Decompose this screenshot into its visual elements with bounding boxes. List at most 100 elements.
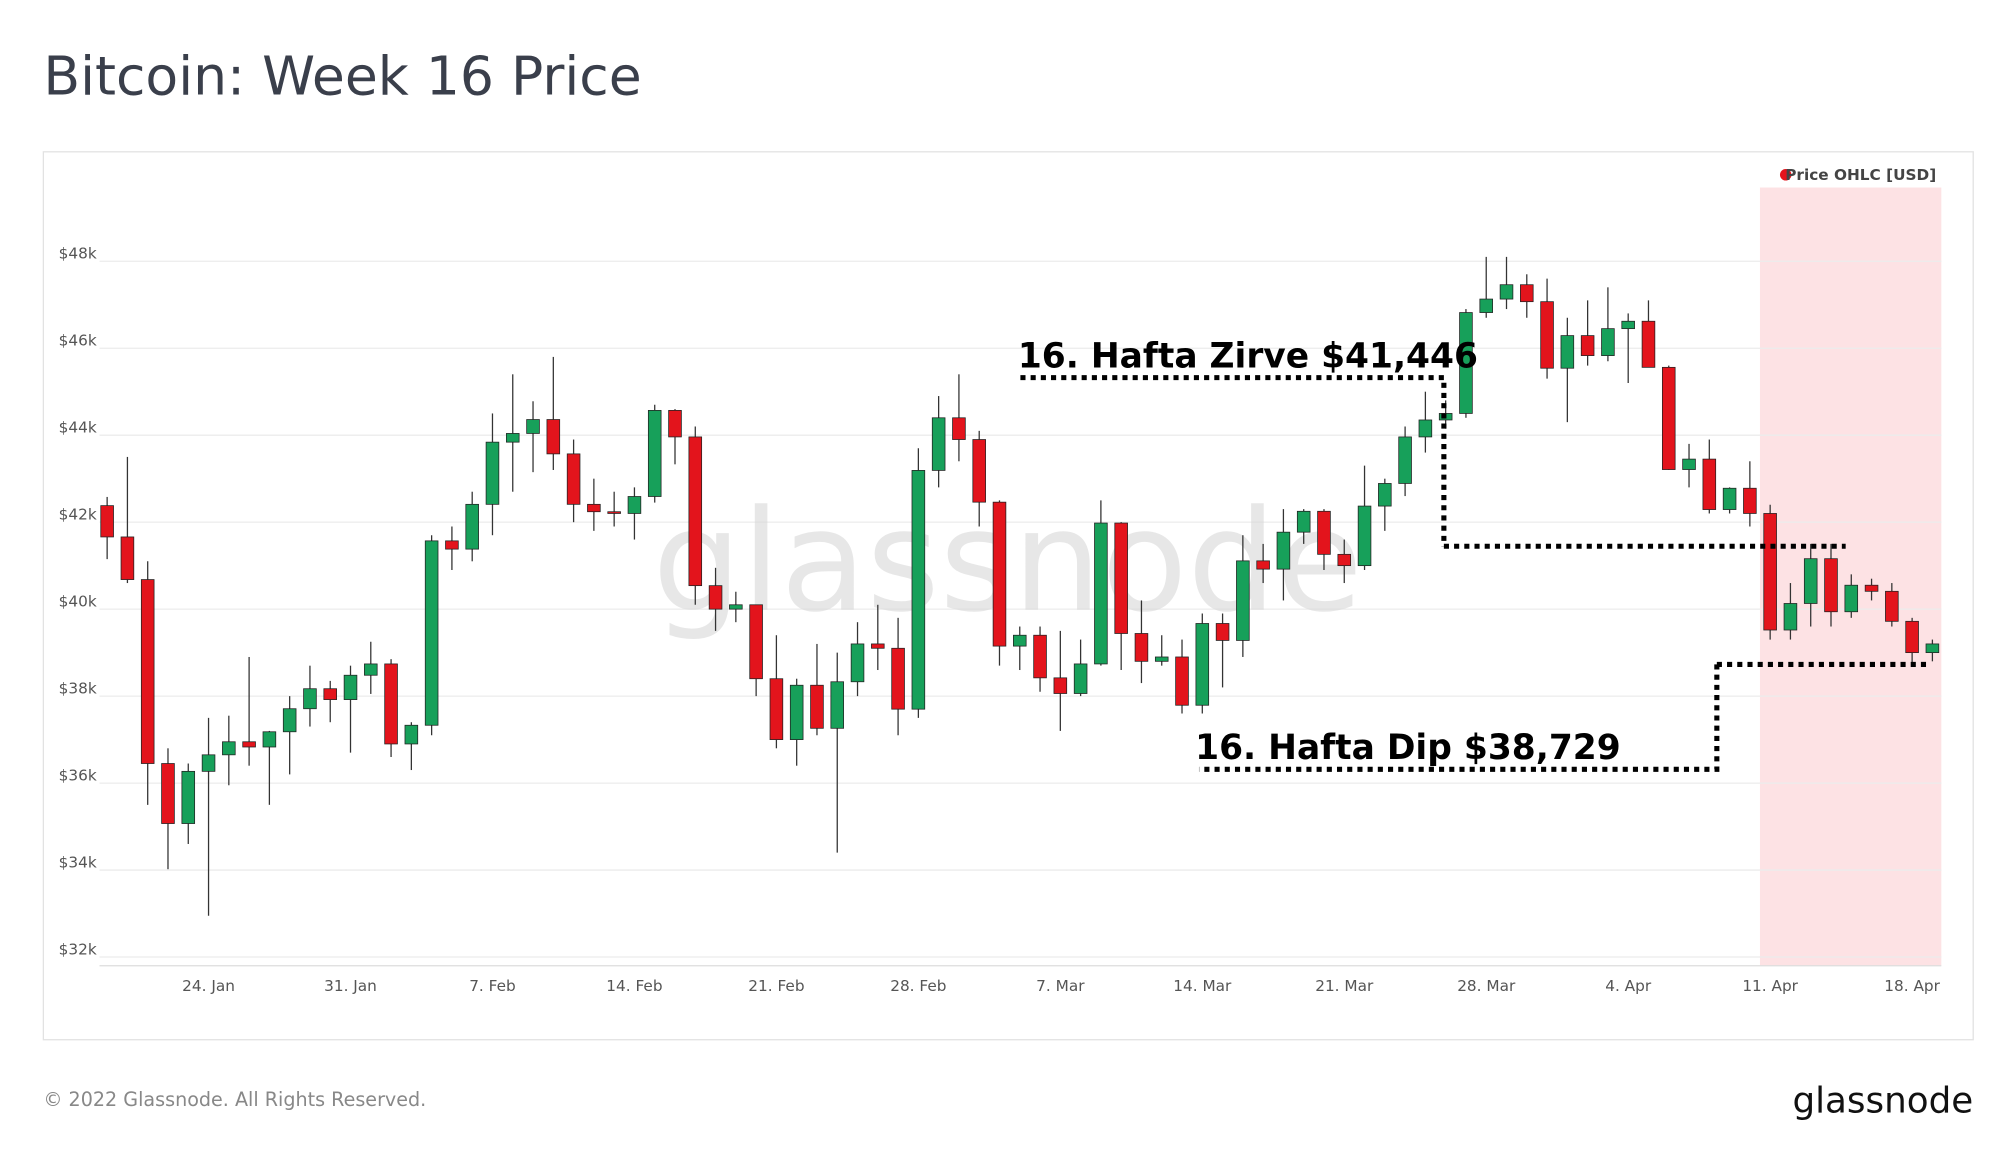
- candle-body: [1601, 328, 1615, 356]
- candle-body: [505, 433, 520, 443]
- candle-body: [546, 419, 561, 455]
- y-tick-label: $40k: [59, 593, 97, 611]
- candle-body: [262, 731, 277, 748]
- candle-body: [445, 540, 459, 550]
- candle-body: [871, 643, 885, 649]
- y-tick-label: $38k: [59, 680, 97, 698]
- candle-body: [1580, 335, 1595, 356]
- y-tick-label: $34k: [59, 854, 97, 872]
- chart-frame: [42, 151, 1974, 1041]
- candle-body: [810, 684, 824, 729]
- candle-body: [1824, 558, 1838, 613]
- candle-body: [1479, 298, 1493, 313]
- candle-body: [1783, 603, 1798, 631]
- candle-body: [1743, 487, 1757, 514]
- logo: glassnode: [1792, 1080, 1973, 1121]
- candle-body: [1641, 320, 1656, 368]
- candle-body: [749, 604, 763, 680]
- candle-body: [1134, 633, 1149, 662]
- x-tick-label: 28. Feb: [890, 977, 946, 995]
- candle-body: [1459, 312, 1473, 414]
- candle-body: [1013, 634, 1027, 647]
- x-tick-label: 14. Feb: [606, 977, 662, 995]
- candle-body: [1540, 301, 1554, 369]
- candle-body: [668, 410, 682, 438]
- candle-body: [627, 496, 642, 514]
- candle-body: [688, 436, 703, 587]
- candle-body: [1175, 656, 1189, 706]
- candle-body: [1236, 560, 1250, 641]
- candle-body: [1296, 510, 1311, 533]
- candle-body: [1925, 643, 1940, 654]
- chart-title: Bitcoin: Week 16 Price: [43, 44, 641, 107]
- y-tick-label: $48k: [59, 245, 97, 263]
- y-tick-label: $32k: [59, 940, 97, 958]
- candle-body: [161, 763, 175, 824]
- x-tick-label: 31. Jan: [324, 977, 377, 995]
- x-tick-label: 21. Mar: [1315, 977, 1374, 995]
- candle-body: [1418, 419, 1433, 438]
- candle-body: [1073, 663, 1088, 694]
- candle-body: [891, 647, 905, 710]
- annotation-connector: [1020, 375, 1447, 547]
- candle-body: [140, 579, 155, 764]
- x-tick-label: 7. Feb: [469, 977, 516, 995]
- candle-body: [1803, 558, 1818, 604]
- candle-body: [1094, 522, 1108, 665]
- x-tick-label: 21. Feb: [748, 977, 804, 995]
- candle-body: [424, 540, 439, 726]
- x-tick-label: 14. Mar: [1173, 977, 1232, 995]
- candle-body: [972, 439, 986, 503]
- candle-body: [282, 708, 297, 733]
- candle-body: [343, 674, 358, 700]
- x-tick-label: 18. Apr: [1884, 977, 1940, 995]
- candle-body: [1154, 656, 1169, 662]
- x-tick-label: 7. Mar: [1036, 977, 1085, 995]
- candle-body: [1398, 436, 1412, 484]
- legend-marker: [1779, 169, 1792, 181]
- candle-body: [911, 470, 926, 710]
- candle-body: [1256, 560, 1270, 570]
- candle-body: [931, 417, 946, 471]
- candle-body: [1885, 590, 1899, 622]
- candle-body: [1905, 620, 1919, 654]
- candle-body: [1215, 623, 1230, 641]
- candle-body: [201, 754, 216, 772]
- candle-body: [404, 724, 419, 745]
- y-tick-label: $36k: [59, 767, 97, 785]
- candle-body: [1864, 584, 1879, 592]
- candle-body: [1560, 335, 1575, 369]
- candle-body: [729, 604, 743, 610]
- candle-body: [1844, 584, 1859, 613]
- candle-body: [1033, 634, 1047, 679]
- candle-body: [485, 441, 500, 505]
- candle-body: [1276, 531, 1291, 570]
- x-tick-label: 11. Apr: [1742, 977, 1798, 995]
- candle-body: [1114, 522, 1128, 634]
- candle-body: [1722, 487, 1737, 510]
- candle-body: [526, 419, 540, 434]
- candle-body: [1195, 623, 1210, 706]
- candle-body: [1317, 510, 1331, 555]
- candle-body: [566, 453, 581, 505]
- candle-body: [1378, 483, 1392, 507]
- candle-body: [1763, 513, 1777, 631]
- candle-body: [1337, 553, 1352, 567]
- footer: © 2022 Glassnode. All Rights Reserved.: [43, 1088, 426, 1111]
- y-tick-label: $46k: [59, 332, 97, 350]
- candle-body: [303, 688, 317, 710]
- candle-body: [1053, 677, 1068, 694]
- candle-body: [384, 663, 398, 745]
- candle-body: [769, 678, 784, 740]
- candle-body: [992, 501, 1007, 647]
- x-tick-label: 4. Apr: [1605, 977, 1652, 995]
- candle-body: [242, 741, 256, 748]
- candle-body: [181, 770, 196, 824]
- candle-body: [1661, 366, 1676, 470]
- candle-body: [708, 585, 723, 610]
- candle-body: [100, 505, 114, 538]
- annotation-label: 16. Hafta Zirve $41,446: [1018, 336, 1478, 376]
- candle-body: [323, 688, 337, 700]
- candle-body: [1702, 458, 1717, 510]
- y-tick-label: $44k: [59, 419, 97, 437]
